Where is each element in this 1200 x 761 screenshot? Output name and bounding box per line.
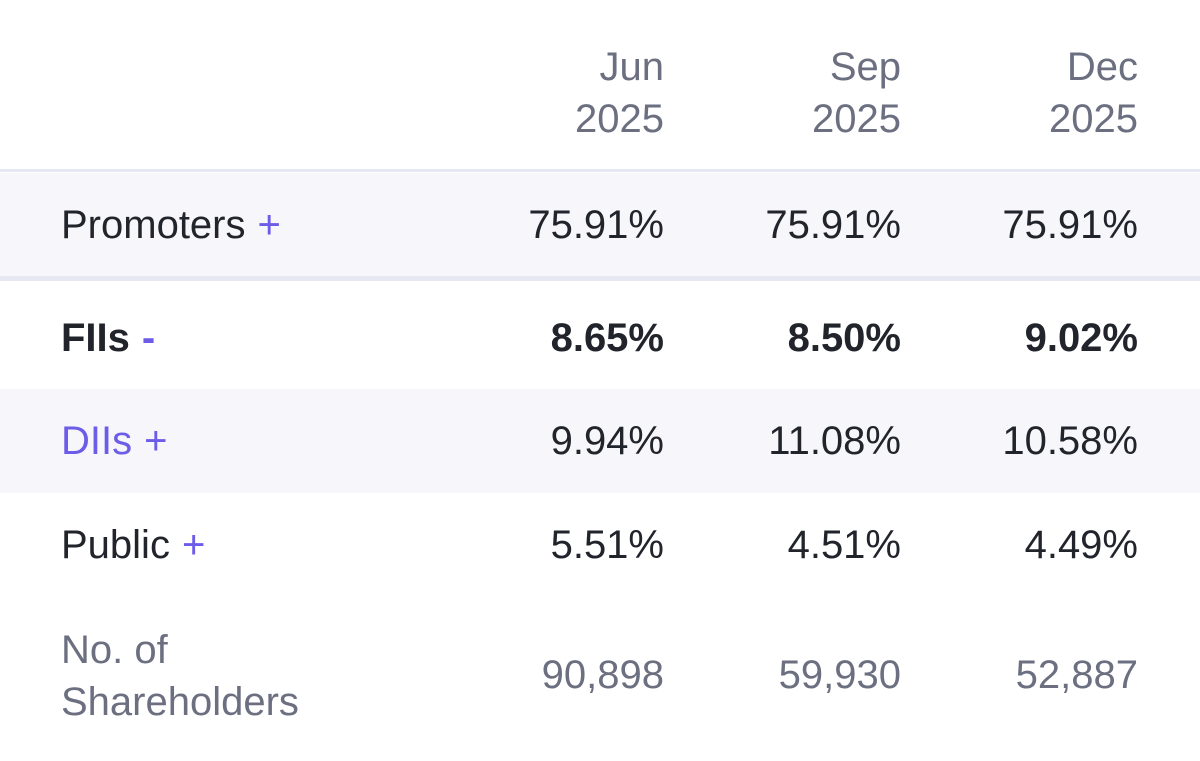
column-header-dec-2025: Dec 2025 <box>878 41 1138 145</box>
value-cell: 9.02% <box>1024 315 1138 360</box>
value-cell: 4.51% <box>787 523 901 567</box>
value-cell: 4.49% <box>1024 523 1138 567</box>
row-label-line: No. of <box>61 628 168 672</box>
table-header: Jun 2025 Sep 2025 Dec 2025 <box>0 0 1200 172</box>
table-row-promoters: Promoters + 75.91% 75.91% 75.91% <box>0 173 1200 281</box>
expand-toggle-plus-icon[interactable]: + <box>181 523 206 567</box>
row-label-line: Shareholders <box>61 680 299 724</box>
row-label-text: FIIs <box>61 315 130 360</box>
row-label-shareholders: No. of Shareholders <box>61 624 361 728</box>
value-cell: 52,887 <box>1015 653 1138 697</box>
value-cell: 10.58% <box>1002 419 1138 463</box>
row-label-diis[interactable]: DIIs + <box>61 415 167 467</box>
column-header-jun-2025: Jun 2025 <box>404 41 664 145</box>
expand-toggle-plus-icon[interactable]: + <box>257 202 281 247</box>
column-header-year: 2025 <box>575 97 664 141</box>
value-cell: 59,930 <box>778 653 901 697</box>
value-cell: 5.51% <box>550 523 664 567</box>
table-row-diis: DIIs + 9.94% 11.08% 10.58% <box>0 389 1200 493</box>
column-header-month: Jun <box>599 45 665 89</box>
table-row-shareholders: No. of Shareholders 90,898 59,930 52,887 <box>0 597 1200 761</box>
value-cell: 9.94% <box>550 419 664 463</box>
value-cell: 75.91% <box>528 202 664 247</box>
table-row-public: Public + 5.51% 4.51% 4.49% <box>0 493 1200 597</box>
expand-toggle-plus-icon[interactable]: + <box>144 419 168 463</box>
value-cell: 90,898 <box>541 653 664 697</box>
value-cell: 75.91% <box>1002 202 1138 247</box>
value-cell: 8.65% <box>550 315 664 360</box>
column-header-month: Sep <box>829 45 901 89</box>
row-label-text: DIIs <box>61 419 133 463</box>
column-header-sep-2025: Sep 2025 <box>641 41 901 145</box>
column-header-month: Dec <box>1066 45 1138 89</box>
value-cell: 8.50% <box>787 315 901 360</box>
column-header-year: 2025 <box>1049 97 1138 141</box>
value-cell: 75.91% <box>765 202 901 247</box>
value-cell: 11.08% <box>768 419 901 463</box>
row-label-public[interactable]: Public + <box>61 519 205 571</box>
row-label-promoters[interactable]: Promoters + <box>61 199 281 251</box>
row-label-fiis[interactable]: FIIs - <box>61 312 155 364</box>
row-label-text: Promoters <box>61 202 246 247</box>
column-header-year: 2025 <box>812 97 901 141</box>
collapse-toggle-minus-icon[interactable]: - <box>141 315 156 360</box>
table-row-fiis: FIIs - 8.65% 8.50% 9.02% <box>0 286 1200 389</box>
row-label-text: Public <box>61 523 170 567</box>
